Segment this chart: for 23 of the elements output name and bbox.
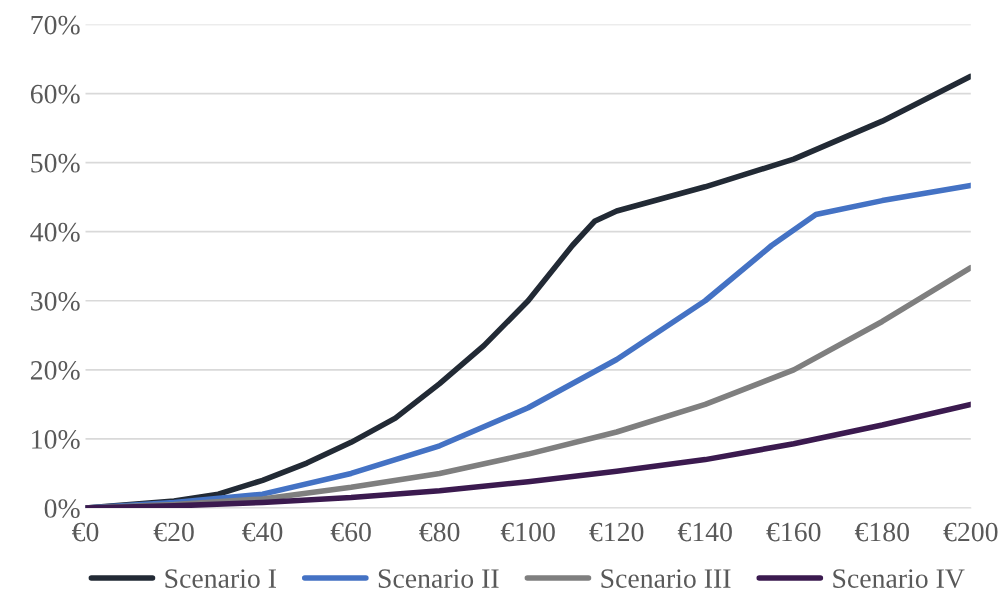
legend-label: Scenario III <box>601 569 731 588</box>
y-tick-label: 50% <box>31 153 80 173</box>
x-tick-label: €120 <box>589 522 644 542</box>
x-tick-label: €180 <box>854 522 909 542</box>
y-tick-label: 20% <box>30 360 80 380</box>
x-tick-label: €0 <box>72 522 99 542</box>
y-tick-label: 10% <box>32 430 80 449</box>
x-tick-label: €100 <box>500 522 555 542</box>
y-tick-label: 40% <box>30 222 80 242</box>
y-tick-label: 60% <box>30 84 80 104</box>
y-tick-label: 30% <box>31 291 80 311</box>
x-tick-label: €140 <box>677 522 732 542</box>
legend-label: Scenario II <box>378 569 499 588</box>
x-tick-label: €20 <box>153 522 194 542</box>
x-tick-label: €60 <box>330 522 371 542</box>
y-tick-label: 0% <box>44 499 80 518</box>
x-tick-label: €200 <box>943 522 998 542</box>
x-tick-label: €160 <box>766 522 821 542</box>
x-tick-label: €40 <box>242 522 283 542</box>
x-tick-label: €80 <box>419 522 460 542</box>
legend-label: Scenario I <box>165 569 276 588</box>
y-tick-label: 70% <box>31 15 80 35</box>
legend-label: Scenario IV <box>833 569 965 589</box>
